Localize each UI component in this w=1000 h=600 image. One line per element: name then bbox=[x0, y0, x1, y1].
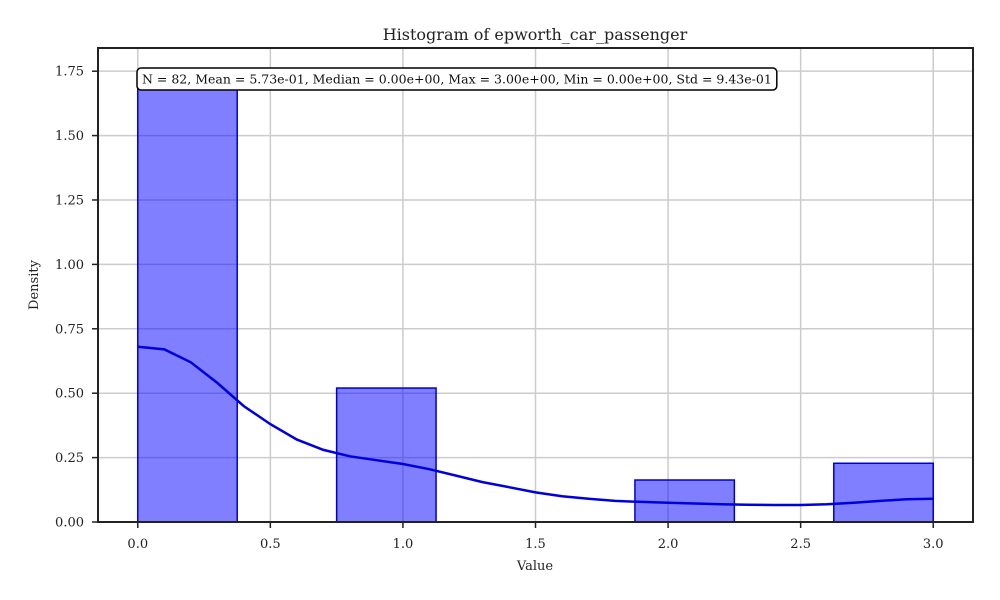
grid-lines bbox=[98, 48, 973, 523]
stats-box-frame bbox=[136, 67, 778, 91]
kde-curve bbox=[137, 345, 934, 507]
y-tick-label-1: 0.25 bbox=[55, 451, 84, 466]
x-axis-label: Value bbox=[516, 559, 553, 574]
y-tick-label-7: 1.75 bbox=[55, 65, 84, 80]
x-tick-label-2: 1.0 bbox=[393, 537, 414, 552]
histogram-bars bbox=[137, 85, 934, 523]
stats-box: N = 82, Mean = 5.73e-01, Median = 0.00e+… bbox=[136, 67, 778, 91]
histogram-bar-0 bbox=[137, 85, 238, 523]
histogram-bar-1 bbox=[335, 387, 437, 523]
y-tick-label-4: 1.00 bbox=[55, 258, 84, 273]
x-tick-label-3: 1.5 bbox=[525, 537, 546, 552]
stats-box-text: N = 82, Mean = 5.73e-01, Median = 0.00e+… bbox=[142, 72, 772, 87]
y-axis-label: Density bbox=[27, 259, 42, 310]
x-tick-label-6: 3.0 bbox=[923, 537, 944, 552]
y-tick-label-2: 0.50 bbox=[55, 387, 84, 402]
y-tick-label-5: 1.25 bbox=[55, 193, 84, 208]
y-tick-label-0: 0.00 bbox=[55, 516, 84, 531]
y-axis-ticks: 0.00 0.25 0.50 0.75 1.00 1.25 1.50 1.75 bbox=[55, 65, 98, 531]
chart-title: Histogram of epworth_car_passenger bbox=[383, 25, 688, 44]
x-tick-label-1: 0.5 bbox=[260, 537, 281, 552]
x-axis-ticks: 0.0 0.5 1.0 1.5 2.0 2.5 3.0 bbox=[127, 522, 944, 552]
x-tick-label-5: 2.5 bbox=[790, 537, 811, 552]
y-tick-label-6: 1.50 bbox=[55, 129, 84, 144]
y-tick-label-3: 0.75 bbox=[55, 322, 84, 337]
histogram-bar-3 bbox=[833, 462, 934, 523]
x-tick-label-0: 0.0 bbox=[127, 537, 148, 552]
x-tick-label-4: 2.0 bbox=[658, 537, 679, 552]
